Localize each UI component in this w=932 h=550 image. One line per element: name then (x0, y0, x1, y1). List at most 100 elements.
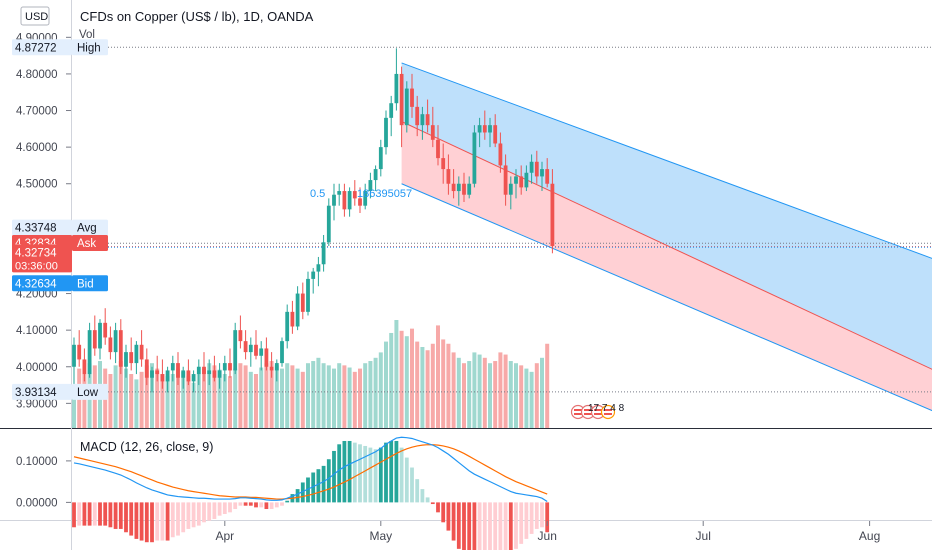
volume-bar (373, 357, 378, 428)
macd-title: MACD (12, 26, close, 9) (80, 440, 213, 454)
candle-body (274, 363, 279, 371)
macd-pane: MACD (12, 26, close, 9) 0.10000 0.00000 (16, 436, 550, 550)
volume-bar (316, 357, 321, 428)
macd-histogram-bar (181, 502, 186, 533)
candle-body (207, 370, 212, 375)
volume-bar (280, 368, 284, 428)
volume-bar (300, 371, 305, 428)
macd-histogram-bar (394, 440, 399, 503)
volume-bar (243, 365, 248, 428)
volume-bar (358, 368, 362, 428)
volume-bar (196, 374, 201, 428)
channel-mid-line (401, 121, 932, 370)
price-tick-label: 4.20000 (16, 289, 58, 301)
price-marker-high: 4.87272 High (12, 39, 108, 56)
candle-body (259, 348, 264, 356)
candle-body (254, 344, 258, 356)
volume-bar (139, 371, 144, 428)
candle-body (493, 125, 498, 144)
macd-histogram-bar (326, 459, 331, 503)
macd-histogram-bar (363, 445, 368, 503)
volume-bar (545, 343, 550, 428)
volume-bar (524, 368, 529, 428)
candle-body (519, 176, 524, 188)
volume-bar (134, 379, 139, 428)
price-marker-value-box (12, 275, 72, 292)
volume-bar (222, 374, 227, 428)
macd-histogram-bar (373, 449, 378, 503)
candle-body (280, 341, 284, 364)
price-marker-value-box (12, 39, 72, 56)
candle-body (358, 198, 362, 206)
macd-histogram-bar (228, 502, 232, 513)
channel-lower-fill (401, 121, 932, 411)
candle-body (186, 370, 191, 382)
price-marker-label: Avg (77, 223, 97, 235)
macd-histogram-bar (472, 502, 477, 550)
events-badge[interactable]: 17 7 4 8 (570, 403, 625, 420)
candle-body (326, 205, 331, 243)
currency-button-label[interactable]: USD (25, 11, 48, 23)
volume-bar (368, 361, 373, 428)
events-count-label: 17 7 4 8 (588, 403, 625, 414)
macd-histogram-bar (108, 502, 113, 528)
volume-bar (212, 365, 217, 428)
candle-body (129, 352, 134, 364)
volume-bar (529, 371, 534, 428)
macd-histogram-bar (498, 502, 503, 550)
candle-body (202, 366, 206, 375)
candle-body (347, 191, 352, 210)
price-marker-label-box (72, 383, 108, 400)
time-tick-label: Apr (215, 529, 234, 543)
macd-histogram-bar (129, 502, 134, 536)
time-tick-label: Jul (696, 529, 711, 543)
chart-header: USD CFDs on Copper (US$ / lb), 1D, OANDA (20, 6, 314, 26)
macd-histogram-bar (514, 502, 518, 549)
macd-tick-label: 0.00000 (16, 497, 58, 509)
macd-histogram-bar (462, 502, 466, 550)
volume-bar (321, 363, 326, 428)
volume-bar (342, 365, 347, 428)
candle-body (399, 73, 404, 126)
marker-lines (72, 46, 932, 393)
candle-body (144, 359, 149, 378)
macd-signal-line (73, 444, 548, 500)
candle-body (72, 344, 76, 367)
macd-histogram-bar (321, 465, 326, 503)
candle-body (352, 191, 357, 199)
candle-body (508, 183, 513, 195)
candle-body (212, 370, 217, 378)
volume-bar (82, 374, 87, 428)
volume-bar (399, 330, 404, 428)
volume-bar (113, 365, 118, 428)
macd-histogram-bar (451, 502, 456, 541)
candle-body (87, 330, 92, 375)
volume-bar (233, 368, 238, 428)
macd-histogram-bar (441, 502, 446, 523)
currency-button[interactable] (20, 6, 50, 26)
candle-body (228, 363, 232, 371)
time-axis: Apr May Jun Jul Aug (215, 521, 880, 543)
channel-lower-line (401, 183, 932, 412)
price-tick-label: 4.50000 (16, 179, 58, 191)
price-marker-low: 3.93134 Low (12, 383, 108, 400)
macd-histogram-bar (155, 502, 160, 541)
flag-stripe-icon (604, 413, 612, 415)
candle-body (321, 242, 326, 265)
price-countdown: 03:36:00 (15, 260, 58, 272)
volume-bar (160, 374, 165, 428)
candle-body (441, 158, 446, 170)
candle-body (248, 344, 253, 353)
macd-histogram-bar (415, 479, 420, 503)
macd-histogram-bar (493, 502, 498, 550)
macd-histogram-bar (207, 502, 212, 521)
volume-bar (441, 339, 446, 428)
price-marker-label-box (72, 275, 108, 292)
price-marker-value-box (12, 219, 72, 236)
volume-bar (254, 374, 258, 428)
volume-bar (176, 368, 180, 428)
macd-histogram-bar (254, 502, 258, 508)
volume-bar (498, 352, 503, 428)
candle-body (300, 293, 305, 312)
